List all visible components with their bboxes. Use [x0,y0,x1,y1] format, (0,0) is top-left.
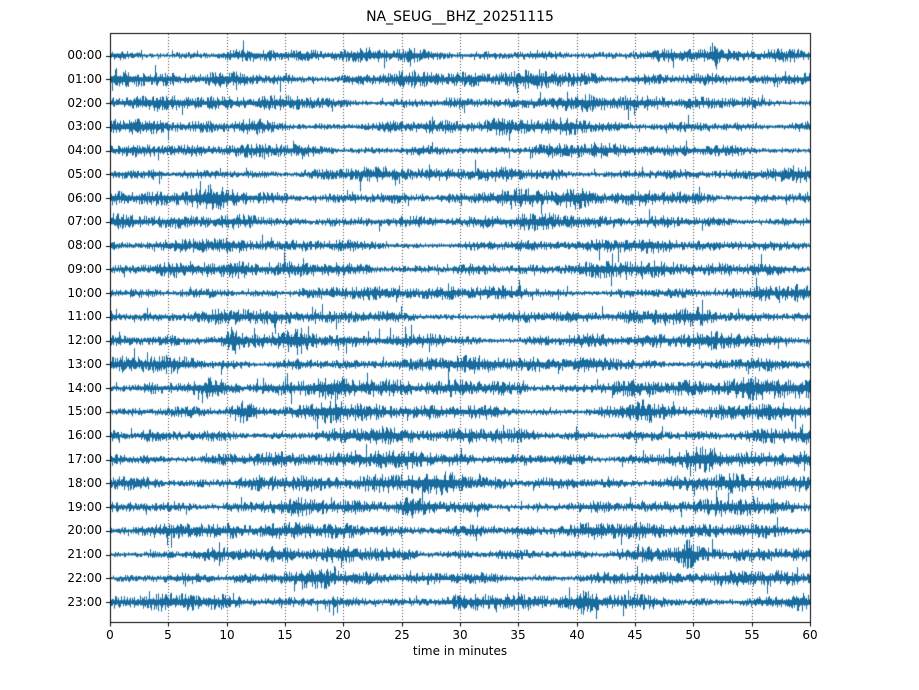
y-tick-label: 01:00 [67,72,102,86]
chart-title: NA_SEUG__BHZ_20251115 [366,9,554,25]
y-tick-label: 16:00 [67,428,102,442]
x-tick-label: 25 [394,628,410,642]
y-tick-label: 10:00 [67,286,102,300]
y-tick-label: 13:00 [67,357,102,371]
x-tick-label: 45 [627,628,643,642]
y-tick-label: 08:00 [67,238,102,252]
y-tick-label: 02:00 [67,96,102,110]
y-tick-label: 03:00 [67,119,102,133]
y-tick-label: 21:00 [67,547,102,561]
y-tick-label: 12:00 [67,333,102,347]
y-tick-label: 05:00 [67,167,102,181]
y-tick-label: 18:00 [67,476,102,490]
x-tick-label: 60 [802,628,818,642]
y-tick-label: 07:00 [67,214,102,228]
y-tick-label: 14:00 [67,381,102,395]
y-tick-label: 04:00 [67,143,102,157]
y-tick-label: 17:00 [67,452,102,466]
x-tick-label: 10 [219,628,235,642]
x-axis-title: time in minutes [412,644,508,658]
y-tick-label: 09:00 [67,262,102,276]
y-tick-label: 00:00 [67,48,102,62]
x-tick-label: 55 [744,628,760,642]
x-tick-label: 30 [452,628,468,642]
y-tick-label: 06:00 [67,191,102,205]
y-tick-label: 23:00 [67,595,102,609]
y-tick-label: 11:00 [67,309,102,323]
x-tick-label: 20 [335,628,351,642]
y-tick-label: 22:00 [67,571,102,585]
x-tick-label: 0 [106,628,114,642]
x-tick-label: 15 [277,628,293,642]
y-tick-label: 15:00 [67,404,102,418]
x-tick-label: 50 [685,628,701,642]
y-tick-label: 19:00 [67,500,102,514]
x-tick-label: 35 [510,628,526,642]
y-tick-label: 20:00 [67,523,102,537]
x-tick-label: 40 [569,628,585,642]
x-tick-label: 5 [164,628,172,642]
